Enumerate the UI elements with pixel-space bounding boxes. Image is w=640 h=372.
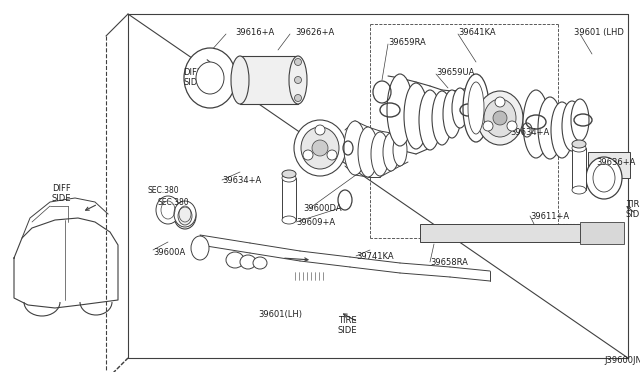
Text: 39659UA: 39659UA xyxy=(436,68,474,77)
Circle shape xyxy=(315,125,325,135)
Ellipse shape xyxy=(452,88,468,128)
Ellipse shape xyxy=(196,62,224,94)
Ellipse shape xyxy=(393,134,407,166)
Circle shape xyxy=(327,150,337,160)
Text: DIFF
SIDE: DIFF SIDE xyxy=(183,68,202,87)
Ellipse shape xyxy=(551,102,573,158)
Ellipse shape xyxy=(289,56,307,104)
Text: 39600A: 39600A xyxy=(153,248,185,257)
Ellipse shape xyxy=(282,216,296,224)
Ellipse shape xyxy=(294,120,346,176)
Ellipse shape xyxy=(538,97,562,159)
Circle shape xyxy=(294,58,301,65)
Ellipse shape xyxy=(156,196,180,224)
Ellipse shape xyxy=(572,186,586,194)
Ellipse shape xyxy=(282,174,296,182)
Circle shape xyxy=(312,140,328,156)
Ellipse shape xyxy=(174,201,196,227)
Text: 39611+A: 39611+A xyxy=(530,212,569,221)
Circle shape xyxy=(483,121,493,131)
Circle shape xyxy=(303,150,313,160)
Text: TIRE
SIDE: TIRE SIDE xyxy=(338,316,358,336)
Text: 39741KA: 39741KA xyxy=(356,252,394,261)
Text: 39616+A: 39616+A xyxy=(235,28,275,37)
Ellipse shape xyxy=(240,255,256,269)
Ellipse shape xyxy=(432,91,452,145)
Ellipse shape xyxy=(572,140,586,148)
Text: DIFF
SIDE: DIFF SIDE xyxy=(52,184,72,203)
Ellipse shape xyxy=(174,203,196,229)
Ellipse shape xyxy=(253,257,267,269)
Ellipse shape xyxy=(419,90,441,150)
Ellipse shape xyxy=(282,170,296,178)
Bar xyxy=(240,56,298,104)
Text: SEC.380: SEC.380 xyxy=(158,198,189,207)
Ellipse shape xyxy=(358,127,378,177)
Ellipse shape xyxy=(383,133,399,171)
Ellipse shape xyxy=(562,101,582,151)
Circle shape xyxy=(493,111,507,125)
Ellipse shape xyxy=(371,132,389,176)
Circle shape xyxy=(495,97,505,107)
Ellipse shape xyxy=(231,56,249,104)
Ellipse shape xyxy=(572,144,586,152)
Circle shape xyxy=(507,121,517,131)
Ellipse shape xyxy=(387,74,413,146)
Text: 39600DA: 39600DA xyxy=(303,204,342,213)
Bar xyxy=(588,152,630,178)
Ellipse shape xyxy=(571,99,589,141)
Ellipse shape xyxy=(184,48,236,108)
Ellipse shape xyxy=(523,90,549,158)
Ellipse shape xyxy=(477,91,523,145)
Text: 39601 (LHD: 39601 (LHD xyxy=(574,28,624,37)
Ellipse shape xyxy=(443,90,461,138)
Text: 39634+A: 39634+A xyxy=(510,128,549,137)
Ellipse shape xyxy=(404,83,428,149)
Text: TIRE
SIDE: TIRE SIDE xyxy=(626,200,640,219)
Circle shape xyxy=(294,77,301,83)
Text: 39641KA: 39641KA xyxy=(458,28,495,37)
Bar xyxy=(572,148,586,190)
Text: 39659RA: 39659RA xyxy=(388,38,426,47)
Text: 39636+A: 39636+A xyxy=(596,158,636,167)
Ellipse shape xyxy=(301,127,339,169)
Ellipse shape xyxy=(463,74,489,142)
Ellipse shape xyxy=(226,252,244,268)
Bar xyxy=(420,224,580,242)
Text: 39626+A: 39626+A xyxy=(295,28,334,37)
Text: SEC.380: SEC.380 xyxy=(148,186,180,195)
Text: 39609+A: 39609+A xyxy=(296,218,335,227)
Ellipse shape xyxy=(586,157,622,199)
Ellipse shape xyxy=(344,121,366,175)
Ellipse shape xyxy=(484,99,516,137)
Bar xyxy=(282,178,296,220)
Ellipse shape xyxy=(178,207,192,225)
Bar xyxy=(580,222,624,244)
Text: 39634+A: 39634+A xyxy=(222,176,261,185)
Text: J39600JN: J39600JN xyxy=(604,356,640,365)
Circle shape xyxy=(294,94,301,102)
Text: 39658RA: 39658RA xyxy=(430,258,468,267)
Text: 39601(LH): 39601(LH) xyxy=(258,310,302,319)
Ellipse shape xyxy=(468,82,484,134)
Ellipse shape xyxy=(191,236,209,260)
